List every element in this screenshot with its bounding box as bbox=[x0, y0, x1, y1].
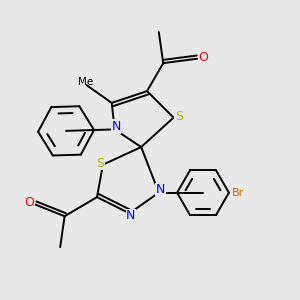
Text: Br: Br bbox=[232, 188, 244, 198]
Text: O: O bbox=[24, 196, 34, 209]
Text: S: S bbox=[96, 157, 104, 170]
Text: S: S bbox=[175, 110, 183, 123]
Text: N: N bbox=[156, 183, 165, 196]
Text: N: N bbox=[112, 120, 121, 133]
Text: O: O bbox=[199, 51, 208, 64]
Text: N: N bbox=[126, 209, 136, 222]
Text: Me: Me bbox=[78, 77, 93, 87]
